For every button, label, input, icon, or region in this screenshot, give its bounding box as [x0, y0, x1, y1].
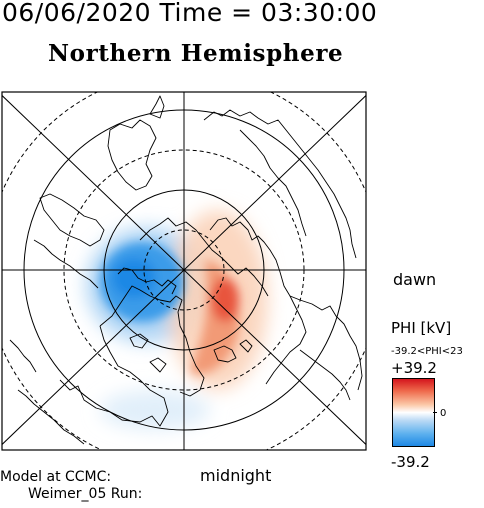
map-title: Northern Hemisphere	[48, 40, 344, 67]
credit-run: Weimer_05 Run:	[28, 486, 143, 502]
midnight-label: midnight	[200, 466, 272, 485]
coastlines	[9, 95, 363, 445]
dawn-label: dawn	[393, 270, 437, 289]
map-frame	[1, 91, 367, 451]
colorbar-zero-label: 0	[440, 408, 447, 419]
colorbar-min-label: -39.2	[391, 453, 430, 471]
polar-map	[0, 90, 388, 454]
potential-field	[86, 210, 268, 430]
colorbar-title: PHI [kV]	[391, 319, 452, 337]
colorbar-max-label: +39.2	[391, 359, 437, 377]
colorbar-range: -39.2<PHI<23	[391, 346, 463, 357]
colorbar-zero-tick	[433, 412, 437, 413]
credit-model: Model at CCMC:	[0, 469, 112, 485]
header-datetime: 06/06/2020 Time = 03:30:00	[2, 0, 378, 27]
meridian-lines	[2, 92, 366, 450]
colorbar	[392, 378, 435, 447]
